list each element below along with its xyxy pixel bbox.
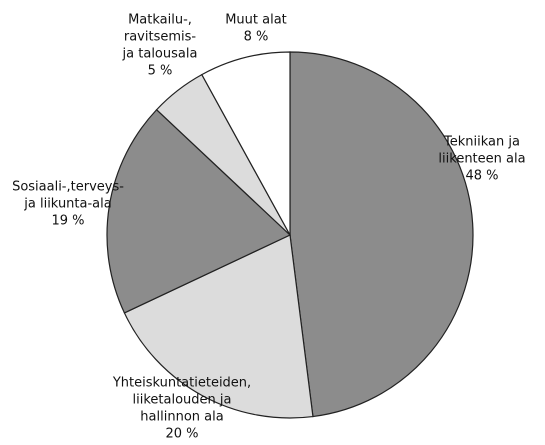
- slice-label: Muut alat: [225, 13, 287, 28]
- pie-slice: [289, 51, 474, 418]
- value-label: 48 %: [465, 169, 498, 184]
- slice-label: Tekniikan ja: [443, 135, 520, 150]
- value-label: 5 %: [148, 64, 173, 79]
- slice-label: Yhteiskuntatieteiden,: [112, 376, 251, 391]
- slice-label: ja liikunta-ala: [23, 197, 111, 212]
- slice-label: Matkailu-,: [128, 13, 192, 28]
- value-label: 8 %: [244, 30, 269, 45]
- value-label: 19 %: [51, 214, 84, 229]
- slice-label: ravitsemis-: [124, 30, 197, 45]
- slice-label: liiketalouden ja: [133, 393, 232, 408]
- pie-slice: [201, 51, 291, 236]
- slice-label: Sosiaali-,terveys-: [12, 180, 124, 195]
- value-label: 20 %: [165, 427, 198, 442]
- slice-label: ja talousala: [122, 47, 198, 62]
- slice-label: hallinnon ala: [140, 410, 223, 425]
- pie-slice: [123, 234, 314, 419]
- slice-label: liikenteen ala: [438, 152, 525, 167]
- pie-slice: [106, 108, 292, 314]
